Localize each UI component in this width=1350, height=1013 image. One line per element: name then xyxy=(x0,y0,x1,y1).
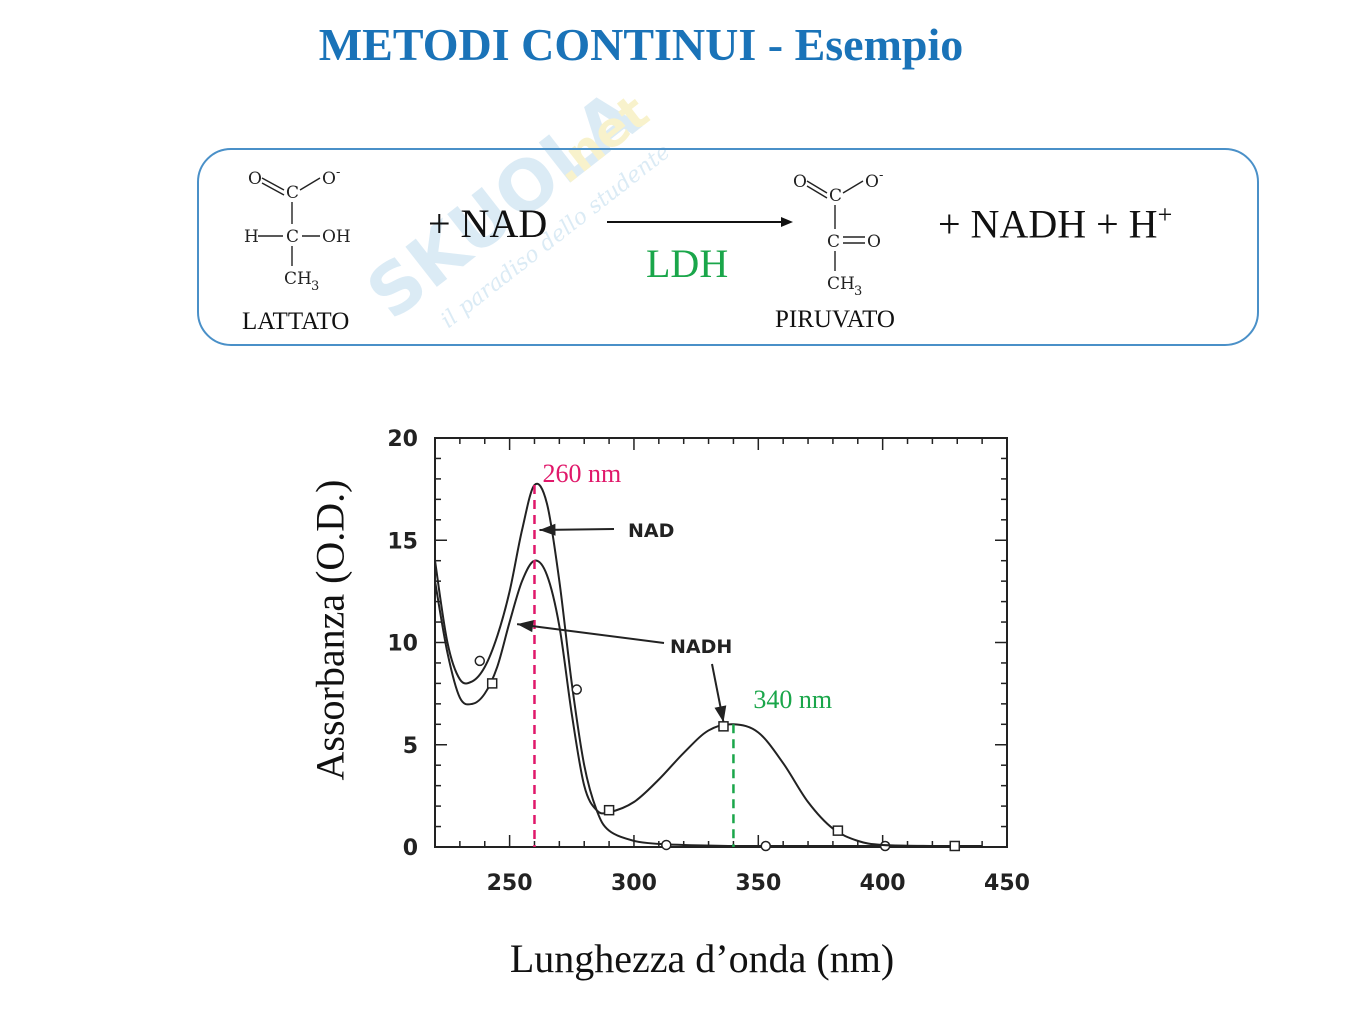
y-tick-label: 10 xyxy=(387,632,418,657)
x-axis-title: Lunghezza d’onda (nm) xyxy=(509,936,895,981)
series-line-nadh xyxy=(434,559,983,848)
enzyme-ldh: LDH xyxy=(646,241,729,286)
piruvato-label: PIRUVATO xyxy=(775,306,895,333)
svg-text:-: - xyxy=(879,168,883,183)
svg-text:CH: CH xyxy=(827,274,855,294)
svg-text:O: O xyxy=(867,232,881,252)
series-line-nad xyxy=(434,482,983,848)
reaction-box xyxy=(197,148,1259,346)
slide-title: METODI CONTINUI - Esempio xyxy=(318,19,964,70)
point-nadh xyxy=(486,678,498,689)
products-main: + NADH + H xyxy=(938,201,1158,247)
point-nad xyxy=(661,839,672,851)
point-nad xyxy=(571,684,583,695)
point-nadh xyxy=(603,804,615,816)
svg-text:3: 3 xyxy=(311,279,319,294)
nadh-arrow-1 xyxy=(516,623,665,644)
piruvato-structure: O C O - C O CH 3 xyxy=(793,168,883,298)
svg-text:O: O xyxy=(865,172,879,192)
peak-260-label: 260 nm xyxy=(542,459,621,488)
lattato-structure: O C O - H C OH CH 3 xyxy=(244,165,351,294)
svg-text:O: O xyxy=(248,169,262,189)
point-nad xyxy=(474,655,486,667)
point-nadh xyxy=(832,825,844,836)
x-tick-label: 350 xyxy=(735,871,781,896)
svg-text:C: C xyxy=(829,186,842,206)
y-tick-label: 0 xyxy=(403,836,418,861)
h-charge: + xyxy=(1157,200,1173,229)
svg-text:O: O xyxy=(322,169,336,189)
products-text: + NADH + H+ xyxy=(938,200,1172,247)
svg-text:O: O xyxy=(793,172,807,192)
svg-text:C: C xyxy=(286,183,299,203)
svg-text:-: - xyxy=(336,165,340,180)
x-tick-label: 250 xyxy=(487,871,533,896)
nadh-arrow-2-head xyxy=(714,705,727,723)
svg-text:H: H xyxy=(244,227,259,247)
y-axis-title: Assorbanza (O.D.) xyxy=(307,479,353,781)
lattato-label: LATTATO xyxy=(242,308,350,335)
nad-arrow-head xyxy=(539,523,556,536)
y-tick-label: 15 xyxy=(387,529,418,554)
svg-text:OH: OH xyxy=(322,227,351,247)
svg-text:CH: CH xyxy=(284,269,312,289)
reaction-arrow xyxy=(607,217,793,227)
point-nadh xyxy=(718,721,729,732)
y-tick-label: 20 xyxy=(387,427,418,452)
svg-text:3: 3 xyxy=(854,284,862,298)
point-nad xyxy=(760,840,772,852)
svg-text:C: C xyxy=(286,227,299,247)
nad-curve-label: NAD xyxy=(628,520,674,542)
nadh-arrow-1-head xyxy=(517,620,534,633)
plus-nad: + NAD xyxy=(428,201,548,246)
x-tick-label: 300 xyxy=(611,871,657,896)
x-tick-label: 450 xyxy=(984,871,1030,896)
watermark-logo: SKUOLA .net il paradiso dello studente xyxy=(352,75,670,336)
nadh-curve-label: NADH xyxy=(670,636,732,658)
y-tick-label: 5 xyxy=(403,734,418,759)
point-nadh xyxy=(949,840,961,852)
peak-340-label: 340 nm xyxy=(753,685,832,714)
x-tick-label: 400 xyxy=(860,871,906,896)
svg-text:C: C xyxy=(827,232,840,252)
